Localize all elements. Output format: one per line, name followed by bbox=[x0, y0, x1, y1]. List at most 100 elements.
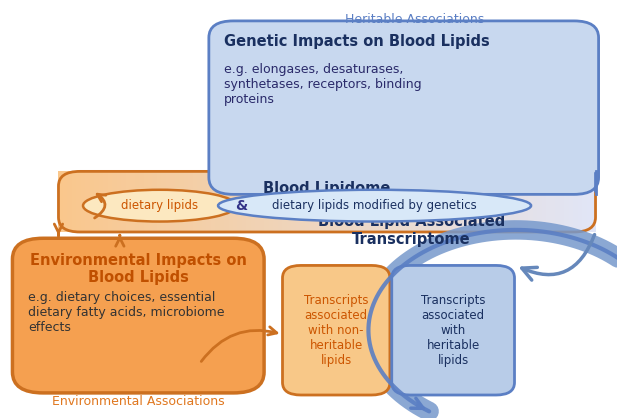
Bar bbox=[255, 171, 260, 232]
Text: Transcripts
associated
with non-
heritable
lipids: Transcripts associated with non- heritab… bbox=[304, 294, 368, 367]
Text: Blood Lipid Associated
Transcriptome: Blood Lipid Associated Transcriptome bbox=[318, 214, 505, 247]
Bar bbox=[135, 171, 139, 232]
Bar bbox=[390, 171, 395, 232]
Bar bbox=[94, 171, 99, 232]
Bar bbox=[555, 171, 560, 232]
Bar bbox=[363, 171, 368, 232]
Text: Genetic Impacts on Blood Lipids: Genetic Impacts on Blood Lipids bbox=[224, 34, 490, 49]
Bar bbox=[139, 171, 144, 232]
Bar bbox=[81, 171, 86, 232]
FancyArrowPatch shape bbox=[94, 194, 106, 218]
FancyBboxPatch shape bbox=[209, 21, 598, 194]
Bar bbox=[381, 171, 386, 232]
Bar bbox=[175, 171, 180, 232]
Bar bbox=[117, 171, 122, 232]
Bar bbox=[345, 171, 350, 232]
Bar bbox=[72, 171, 77, 232]
Bar bbox=[130, 171, 135, 232]
Bar bbox=[264, 171, 270, 232]
Bar bbox=[564, 171, 569, 232]
Bar bbox=[376, 171, 381, 232]
FancyBboxPatch shape bbox=[283, 265, 390, 395]
Bar bbox=[462, 171, 466, 232]
Bar bbox=[108, 171, 113, 232]
Bar bbox=[90, 171, 95, 232]
Bar bbox=[358, 171, 363, 232]
Bar bbox=[215, 171, 220, 232]
Bar bbox=[444, 171, 449, 232]
Bar bbox=[582, 171, 587, 232]
Bar bbox=[367, 171, 373, 232]
Bar bbox=[233, 171, 238, 232]
Bar bbox=[206, 171, 211, 232]
Bar bbox=[331, 171, 336, 232]
Bar bbox=[497, 171, 502, 232]
Bar bbox=[466, 171, 471, 232]
Bar bbox=[587, 171, 592, 232]
Bar bbox=[170, 171, 175, 232]
Bar bbox=[492, 171, 498, 232]
Bar bbox=[452, 171, 457, 232]
Bar bbox=[220, 171, 225, 232]
Bar bbox=[251, 171, 256, 232]
Bar bbox=[479, 171, 484, 232]
Bar bbox=[228, 171, 234, 232]
Bar bbox=[421, 171, 426, 232]
Bar bbox=[341, 171, 346, 232]
Bar bbox=[484, 171, 489, 232]
Bar bbox=[77, 171, 81, 232]
Ellipse shape bbox=[83, 190, 236, 222]
Bar bbox=[399, 171, 404, 232]
Bar bbox=[278, 171, 283, 232]
Bar bbox=[238, 171, 242, 232]
Bar bbox=[327, 171, 332, 232]
Bar bbox=[426, 171, 431, 232]
Bar bbox=[412, 171, 417, 232]
Bar bbox=[99, 171, 104, 232]
Bar bbox=[488, 171, 493, 232]
Bar bbox=[474, 171, 480, 232]
Bar bbox=[144, 171, 149, 232]
Bar bbox=[591, 171, 596, 232]
Bar bbox=[224, 171, 229, 232]
Bar bbox=[300, 171, 305, 232]
Bar bbox=[157, 171, 162, 232]
Bar bbox=[524, 171, 529, 232]
Bar bbox=[126, 171, 131, 232]
Bar bbox=[439, 171, 444, 232]
Bar bbox=[457, 171, 462, 232]
Bar bbox=[542, 171, 547, 232]
Bar bbox=[372, 171, 377, 232]
Bar bbox=[309, 171, 314, 232]
Bar bbox=[313, 171, 318, 232]
Bar bbox=[448, 171, 453, 232]
Bar bbox=[305, 171, 310, 232]
Bar bbox=[246, 171, 252, 232]
Bar bbox=[520, 171, 524, 232]
Bar bbox=[210, 171, 216, 232]
Bar bbox=[282, 171, 288, 232]
Bar bbox=[560, 171, 565, 232]
Bar bbox=[202, 171, 207, 232]
Text: Heritable Associations: Heritable Associations bbox=[345, 13, 484, 25]
Bar bbox=[349, 171, 354, 232]
Bar bbox=[573, 171, 578, 232]
Bar bbox=[537, 171, 542, 232]
Bar bbox=[510, 171, 516, 232]
Bar bbox=[385, 171, 391, 232]
Bar bbox=[148, 171, 153, 232]
Bar bbox=[318, 171, 323, 232]
Bar bbox=[63, 171, 68, 232]
Bar bbox=[528, 171, 534, 232]
Text: Environmental Impacts on
Blood Lipids: Environmental Impacts on Blood Lipids bbox=[30, 253, 247, 285]
Bar bbox=[112, 171, 117, 232]
Bar bbox=[506, 171, 511, 232]
Bar bbox=[578, 171, 582, 232]
Bar bbox=[408, 171, 413, 232]
FancyBboxPatch shape bbox=[12, 238, 264, 393]
FancyArrowPatch shape bbox=[522, 234, 595, 280]
Text: e.g. dietary choices, essential
dietary fatty acids, microbiome
effects: e.g. dietary choices, essential dietary … bbox=[28, 291, 225, 334]
FancyBboxPatch shape bbox=[392, 265, 515, 395]
Bar bbox=[193, 171, 198, 232]
Bar bbox=[59, 171, 64, 232]
